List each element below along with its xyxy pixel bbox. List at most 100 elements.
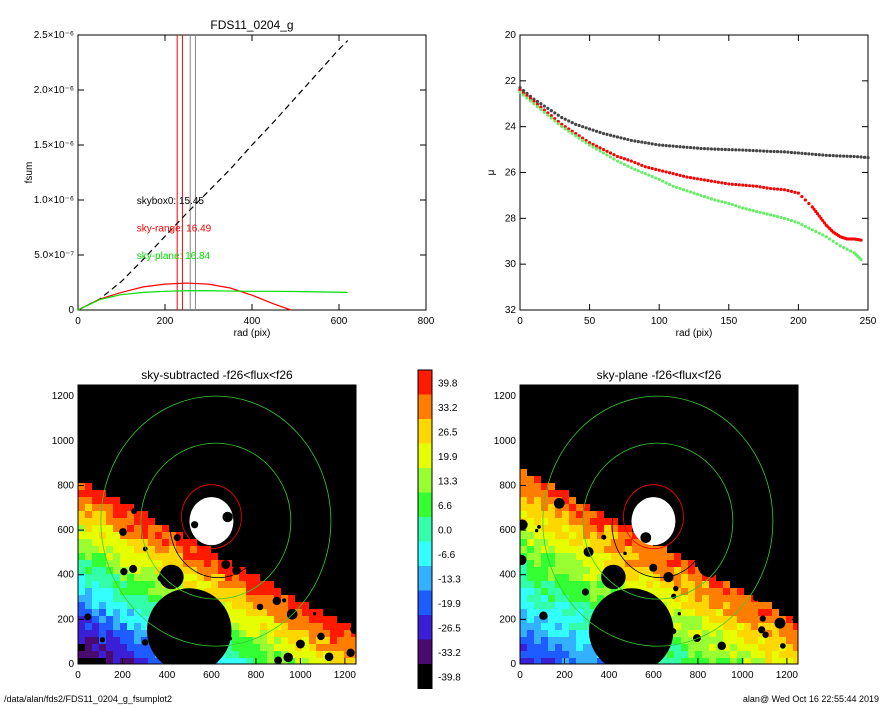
image-pixel — [330, 651, 337, 658]
image-pixel — [667, 567, 674, 574]
image-pixel — [260, 637, 267, 644]
colorbar-swatch — [418, 468, 432, 493]
image-pixel — [127, 623, 134, 630]
image-pixel — [779, 658, 786, 664]
star-mask — [680, 457, 686, 463]
image-pixel — [99, 518, 106, 525]
image-pixel — [295, 616, 302, 623]
image-pixel — [562, 609, 569, 616]
profile-data-point — [824, 153, 828, 157]
image-frame — [519, 384, 799, 665]
image-pixel — [660, 567, 667, 574]
image-pixel — [779, 651, 786, 658]
image-pixel — [555, 525, 562, 532]
image-pixel — [253, 623, 260, 630]
image-pixel — [723, 651, 730, 658]
profile-data-point — [678, 145, 682, 149]
x-tick-label: 0 — [75, 670, 81, 681]
image-pixel — [765, 616, 772, 623]
image-pixel — [646, 574, 653, 581]
image-pixel — [723, 588, 730, 595]
image-pixel — [281, 602, 288, 609]
image-pixel — [548, 637, 555, 644]
profile-data-point — [532, 99, 536, 104]
image-pixel — [295, 623, 302, 630]
profile-data-point — [535, 99, 540, 104]
profile-data-point — [741, 148, 745, 152]
image-pixel — [667, 581, 674, 588]
star-mask — [326, 562, 336, 572]
image-pixel — [162, 532, 169, 539]
image-pixel — [155, 539, 162, 546]
image-pixel — [527, 483, 534, 490]
image-pixel — [337, 630, 344, 637]
image-pixel — [562, 539, 569, 546]
image-pixel — [295, 630, 302, 637]
image-pixel — [106, 609, 113, 616]
image-pixel — [246, 623, 253, 630]
image-pixel — [548, 651, 555, 658]
image-pixel — [590, 658, 597, 664]
image-pixel — [534, 574, 541, 581]
image-pixel — [527, 630, 534, 637]
image-pixel — [232, 644, 239, 651]
profile-data-point — [702, 178, 707, 182]
profile-data-point — [772, 187, 776, 191]
image-pixel — [709, 630, 716, 637]
image-pixel — [534, 525, 541, 532]
profile-data-point — [657, 143, 661, 147]
image-pixel — [639, 574, 646, 581]
profile-data-point — [789, 150, 794, 155]
image-pixel — [295, 658, 302, 664]
profile-data-point — [553, 119, 557, 123]
star-mask — [539, 611, 548, 620]
image-pixel — [267, 623, 274, 630]
image-pixel — [534, 546, 541, 553]
star-mask — [773, 571, 780, 577]
profile-data-point — [542, 110, 546, 114]
image-pixel — [520, 651, 527, 658]
image-pixel — [576, 595, 583, 602]
profile-data-point — [819, 216, 823, 220]
image-pixel — [232, 581, 239, 588]
image-pixel — [681, 644, 688, 651]
profile-data-point — [594, 144, 599, 148]
image-pixel — [120, 581, 127, 588]
image-pixel — [155, 595, 162, 602]
image-pixel — [253, 616, 260, 623]
profile-data-point — [685, 175, 689, 179]
sky-annotation: sky-range: 16.49 — [137, 224, 212, 235]
profile-data-point — [636, 169, 640, 173]
image-pixel — [583, 581, 590, 588]
image-pixel — [155, 581, 162, 588]
image-pixel — [99, 623, 106, 630]
image-pixel — [218, 567, 225, 574]
star-mask — [252, 420, 257, 425]
image-pixel — [92, 651, 99, 658]
profile-data-point — [521, 91, 526, 95]
profile-data-point — [594, 147, 599, 151]
profile-data-point — [695, 146, 700, 150]
image-pixel — [793, 651, 798, 658]
star-mask — [616, 408, 625, 417]
image-pixel — [541, 525, 548, 532]
image-pixel — [113, 504, 120, 511]
profile-data-point — [640, 170, 644, 174]
image-pixel — [590, 588, 597, 595]
star-mask — [704, 438, 714, 448]
image-pixel — [85, 497, 92, 504]
image-pixel — [127, 518, 134, 525]
star-mask — [698, 452, 710, 463]
image-pixel — [302, 651, 309, 658]
profile-data-point — [803, 224, 807, 228]
image-pixel — [113, 651, 120, 658]
profile-data-point — [796, 151, 801, 155]
y-tick-label: 1.0×10⁻⁶ — [34, 195, 74, 206]
star-mask — [729, 480, 736, 487]
image-pixel — [78, 518, 85, 525]
image-pixel — [737, 644, 744, 651]
image-pixel — [716, 602, 723, 609]
fsum-series-line — [77, 290, 348, 311]
star-mask — [179, 455, 183, 460]
image-pixel — [134, 651, 141, 658]
